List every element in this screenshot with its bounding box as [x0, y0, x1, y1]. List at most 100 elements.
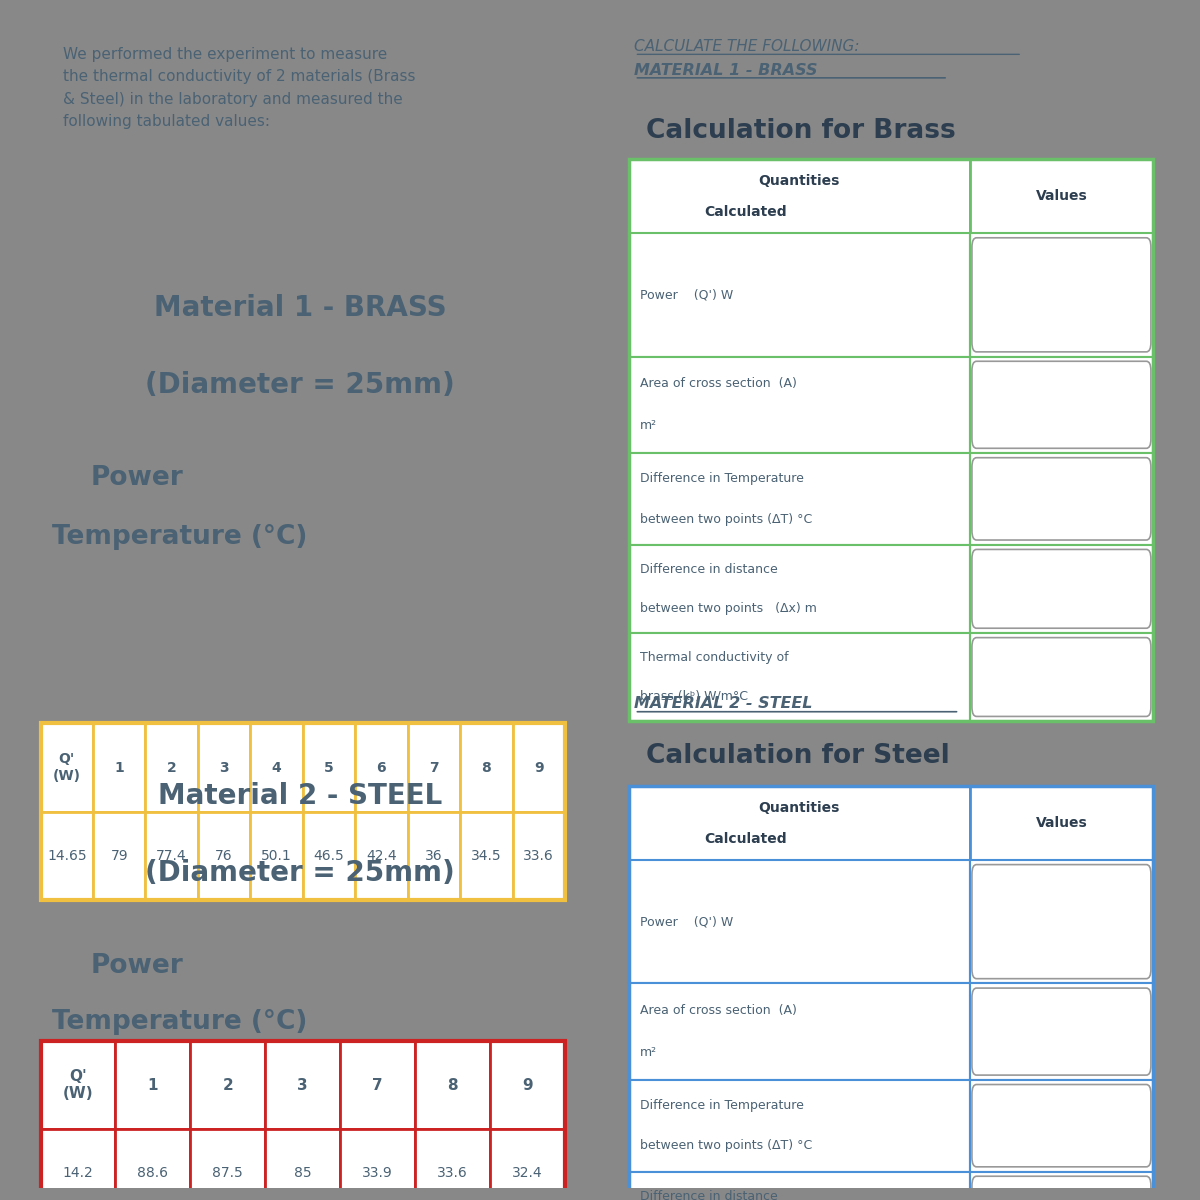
Bar — [629, 983, 970, 1080]
Text: Temperature (°C): Temperature (°C) — [52, 523, 307, 550]
Text: Calculated: Calculated — [703, 205, 786, 220]
Bar — [355, 811, 408, 900]
Text: Thermal conductivity of: Thermal conductivity of — [641, 652, 788, 664]
Bar — [145, 724, 198, 811]
Text: 2: 2 — [222, 1078, 233, 1092]
Bar — [408, 724, 460, 811]
Bar — [629, 632, 970, 721]
Text: Power    (Q') W: Power (Q') W — [641, 916, 733, 928]
Text: 46.5: 46.5 — [313, 848, 344, 863]
Text: 9: 9 — [522, 1078, 533, 1092]
Bar — [265, 1040, 341, 1129]
Bar — [251, 724, 302, 811]
FancyBboxPatch shape — [972, 637, 1151, 716]
Text: 7: 7 — [372, 1078, 383, 1092]
Text: Values: Values — [1036, 190, 1087, 203]
Text: CALCULATE THE FOLLOWING:: CALCULATE THE FOLLOWING: — [635, 40, 860, 54]
Text: (Diameter = 25mm): (Diameter = 25mm) — [145, 859, 455, 887]
FancyBboxPatch shape — [972, 1085, 1151, 1166]
Text: Difference in Temperature: Difference in Temperature — [641, 472, 804, 485]
Text: MATERIAL 1 - BRASS: MATERIAL 1 - BRASS — [635, 62, 818, 78]
Text: Material 1 - BRASS: Material 1 - BRASS — [154, 294, 446, 323]
Bar — [629, 786, 970, 860]
Text: 50.1: 50.1 — [262, 848, 292, 863]
Text: Power: Power — [90, 464, 182, 491]
Text: Quantities: Quantities — [758, 174, 840, 188]
Bar — [970, 545, 1153, 632]
Text: (Diameter = 25mm): (Diameter = 25mm) — [145, 371, 455, 398]
Bar — [408, 811, 460, 900]
Bar — [460, 724, 512, 811]
Text: 88.6: 88.6 — [138, 1166, 168, 1181]
Text: Values: Values — [1036, 816, 1087, 830]
Text: Temperature (°C): Temperature (°C) — [52, 1009, 307, 1036]
Text: 33.6: 33.6 — [437, 1166, 468, 1181]
Text: 3: 3 — [220, 761, 229, 774]
Text: m²: m² — [641, 420, 658, 432]
Text: 32.4: 32.4 — [512, 1166, 542, 1181]
Bar — [629, 786, 1153, 1200]
Bar — [970, 860, 1153, 983]
FancyBboxPatch shape — [972, 864, 1151, 979]
Bar — [490, 1129, 565, 1200]
Bar — [115, 1040, 191, 1129]
Text: Quantities: Quantities — [758, 802, 840, 815]
Bar — [41, 811, 94, 900]
Bar — [41, 724, 94, 811]
Bar — [145, 811, 198, 900]
Bar — [198, 811, 251, 900]
Text: 9: 9 — [534, 761, 544, 774]
Text: 14.65: 14.65 — [47, 848, 86, 863]
Bar — [629, 1171, 970, 1200]
Bar — [191, 1129, 265, 1200]
Bar — [629, 545, 970, 632]
Text: 8: 8 — [448, 1078, 458, 1092]
Bar — [415, 1129, 490, 1200]
Text: 1: 1 — [114, 761, 124, 774]
FancyBboxPatch shape — [972, 1176, 1151, 1200]
Bar — [115, 1129, 191, 1200]
Text: 42.4: 42.4 — [366, 848, 397, 863]
Text: 4: 4 — [271, 761, 282, 774]
Bar — [341, 1040, 415, 1129]
Text: 1: 1 — [148, 1078, 158, 1092]
Text: 77.4: 77.4 — [156, 848, 187, 863]
Bar — [41, 724, 565, 900]
Text: 87.5: 87.5 — [212, 1166, 244, 1181]
Text: 8: 8 — [481, 761, 491, 774]
Text: 6: 6 — [377, 761, 386, 774]
Text: 14.2: 14.2 — [62, 1166, 94, 1181]
Text: Power    (Q') W: Power (Q') W — [641, 288, 733, 301]
Text: Material 2 - STEEL: Material 2 - STEEL — [158, 782, 442, 810]
Bar — [629, 452, 970, 545]
Text: between two points (ΔT) °C: between two points (ΔT) °C — [641, 1139, 812, 1152]
Text: 33.9: 33.9 — [362, 1166, 394, 1181]
Bar — [629, 1080, 970, 1171]
FancyBboxPatch shape — [972, 457, 1151, 540]
Text: m²: m² — [641, 1046, 658, 1060]
FancyBboxPatch shape — [972, 550, 1151, 629]
Text: 34.5: 34.5 — [470, 848, 502, 863]
Bar — [302, 724, 355, 811]
Bar — [355, 724, 408, 811]
Bar — [94, 811, 145, 900]
Bar — [970, 233, 1153, 356]
Bar — [191, 1040, 265, 1129]
Bar — [970, 983, 1153, 1080]
Text: Difference in distance: Difference in distance — [641, 1189, 778, 1200]
Text: MATERIAL 2 - STEEL: MATERIAL 2 - STEEL — [635, 696, 814, 712]
Bar — [512, 724, 565, 811]
Bar — [41, 1129, 115, 1200]
Bar — [970, 786, 1153, 860]
FancyBboxPatch shape — [972, 361, 1151, 449]
Bar — [341, 1129, 415, 1200]
Text: 2: 2 — [167, 761, 176, 774]
Text: between two points   (Δx) m: between two points (Δx) m — [641, 601, 817, 614]
Bar — [970, 1171, 1153, 1200]
Bar — [415, 1040, 490, 1129]
Text: 5: 5 — [324, 761, 334, 774]
Text: Area of cross section  (A): Area of cross section (A) — [641, 377, 797, 390]
Text: 3: 3 — [298, 1078, 308, 1092]
Bar — [970, 632, 1153, 721]
Text: Difference in Temperature: Difference in Temperature — [641, 1099, 804, 1112]
